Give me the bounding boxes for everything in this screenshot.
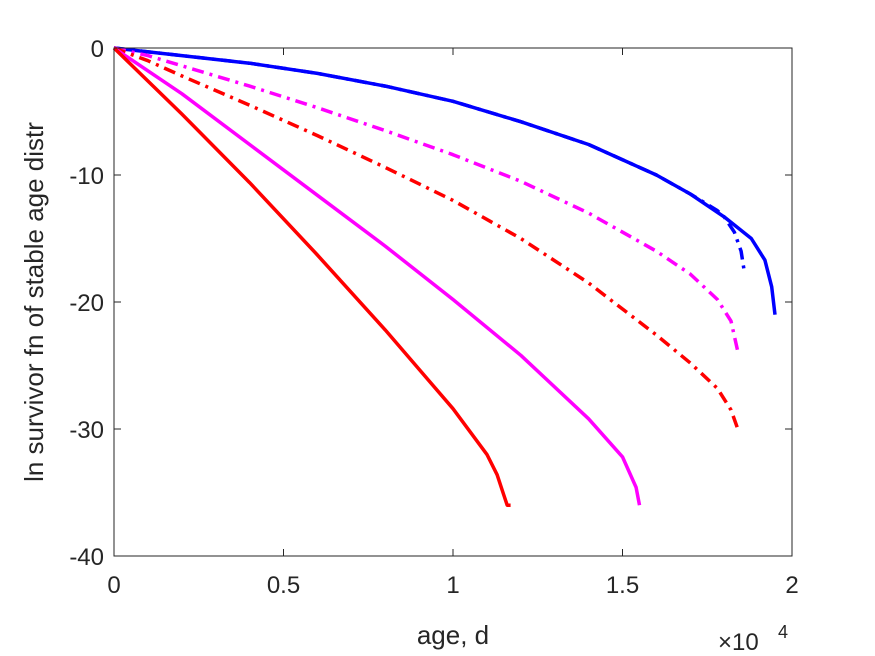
x-axis-label: age, d <box>417 620 489 650</box>
series-line-3 <box>113 46 740 352</box>
x-tick-label: 2 <box>785 572 798 599</box>
x-tick-label: 0.5 <box>267 572 300 599</box>
y-tick-label: 0 <box>91 36 104 63</box>
y-tick-label: -20 <box>69 290 104 317</box>
x-ticks: 0 0.5 1 1.5 2 <box>107 48 799 599</box>
x-exponent-base: ×10 <box>718 629 759 656</box>
series-line-2 <box>113 46 747 274</box>
series-line-6 <box>112 46 511 507</box>
y-tick-label: -40 <box>69 544 104 571</box>
y-ticks: -40 -30 -20 -10 0 <box>69 36 792 571</box>
series-line-5 <box>113 46 642 506</box>
series-layer <box>112 46 777 507</box>
x-exponent-label: ×10 4 <box>718 622 788 656</box>
series-line-1 <box>113 46 777 315</box>
y-tick-label: -30 <box>69 417 104 444</box>
x-tick-label: 0 <box>107 572 120 599</box>
plot-background <box>114 48 792 556</box>
y-axis-label: ln survivor fn of stable age distr <box>19 122 49 482</box>
series-line-4 <box>113 46 740 430</box>
x-tick-label: 1.5 <box>606 572 639 599</box>
x-tick-label: 1 <box>446 572 459 599</box>
x-exponent-power: 4 <box>778 622 788 642</box>
y-tick-label: -10 <box>69 163 104 190</box>
